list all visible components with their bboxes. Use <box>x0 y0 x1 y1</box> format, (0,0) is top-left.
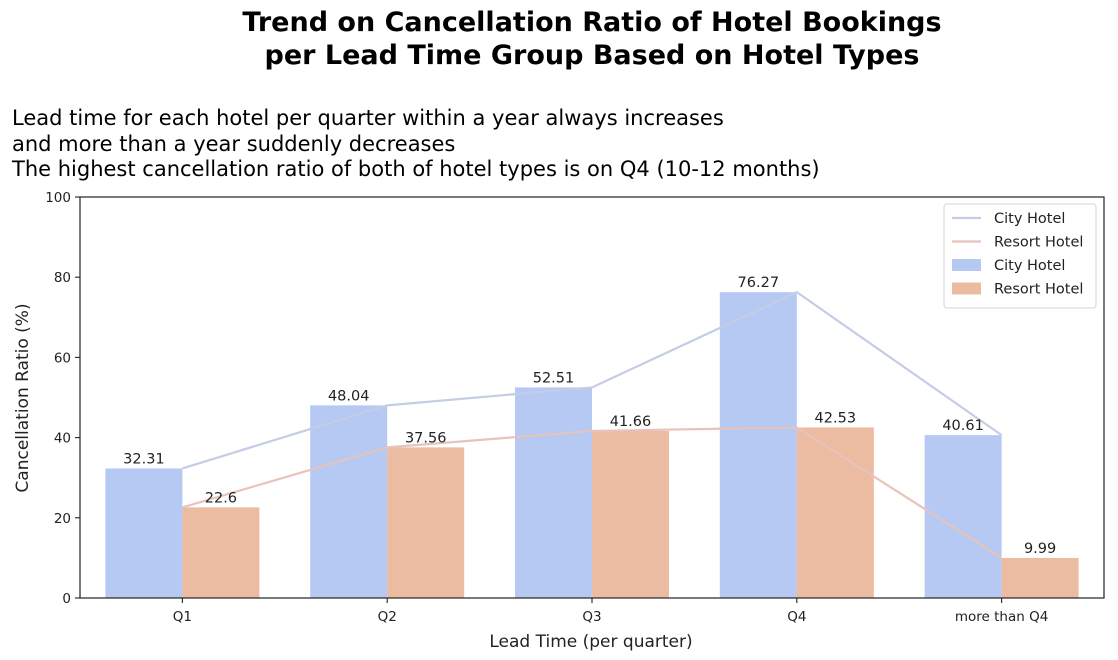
bar-city-hotel <box>105 468 183 598</box>
y-tick-label: 20 <box>54 511 71 527</box>
chart-title: Trend on Cancellation Ratio of Hotel Boo… <box>0 6 1118 72</box>
chart-marks: 32.31 48.04 52.51 76.27 40.61 22.6 37.56 41.66 4… <box>105 275 1079 598</box>
y-tick-label: 40 <box>54 431 71 447</box>
x-tick-label: Q2 <box>378 609 397 625</box>
y-axis-title: Cancellation Ratio (%) <box>13 303 33 492</box>
subtitle-line: Lead time for each hotel per quarter wit… <box>12 106 724 130</box>
legend-label: Resort Hotel <box>994 235 1083 251</box>
subtitle-line: The highest cancellation ratio of both o… <box>12 157 820 181</box>
x-tick-label: Q1 <box>173 609 192 625</box>
chart-title-line: per Lead Time Group Based on Hotel Types <box>264 40 920 71</box>
bar-resort-hotel <box>182 507 260 598</box>
x-axis-title: Lead Time (per quarter) <box>489 632 692 652</box>
x-tick-label: more than Q4 <box>955 609 1048 625</box>
bar-resort-hotel <box>592 430 669 598</box>
y-tick-label: 80 <box>54 270 71 286</box>
value-label: 40.61 <box>942 418 984 434</box>
y-tick-label: 0 <box>62 591 71 607</box>
trend-line-resort-hotel <box>182 426 1003 559</box>
value-label: 22.6 <box>205 490 237 506</box>
legend-box <box>943 203 1097 309</box>
chart-legend: City Hotel Resort Hotel City Hotel Resort H… <box>943 203 1097 309</box>
bar-resort-hotel <box>387 447 465 598</box>
legend-label: City Hotel <box>994 258 1065 274</box>
x-tick-label: Q3 <box>582 609 601 625</box>
bar-city-hotel <box>719 292 797 598</box>
y-tick-label: 60 <box>54 350 71 366</box>
chart-title-line: Trend on Cancellation Ratio of Hotel Boo… <box>242 7 942 38</box>
legend-label: City Hotel <box>994 211 1065 227</box>
value-label: 32.31 <box>123 451 165 467</box>
value-label: 9.99 <box>1024 541 1056 557</box>
bar-resort-hotel <box>1001 557 1079 598</box>
trend-line-city-hotel <box>182 290 1003 470</box>
legend-bar-swatch <box>952 282 981 295</box>
value-label: 76.27 <box>738 275 780 291</box>
chart-subtitle: Lead time for each hotel per quarter wit… <box>12 106 820 183</box>
y-tick-label: 100 <box>45 190 71 206</box>
legend-label: Resort Hotel <box>994 282 1083 298</box>
legend-bar-swatch <box>952 259 981 271</box>
value-label: 42.53 <box>815 410 857 426</box>
bar-city-hotel <box>515 387 592 598</box>
chart-axes: 0 20 40 60 80 100 Q1 Q2 Q3 Q4 more than Q4 <box>45 190 1048 625</box>
bar-city-hotel <box>310 405 388 598</box>
value-label: 48.04 <box>328 388 370 404</box>
x-tick-label: Q4 <box>787 609 806 625</box>
value-label: 41.66 <box>610 414 652 430</box>
subtitle-line: and more than a year suddenly decreases <box>12 131 456 156</box>
value-label: 37.56 <box>405 430 447 446</box>
value-label: 52.51 <box>533 370 575 386</box>
bar-resort-hotel <box>796 427 874 598</box>
